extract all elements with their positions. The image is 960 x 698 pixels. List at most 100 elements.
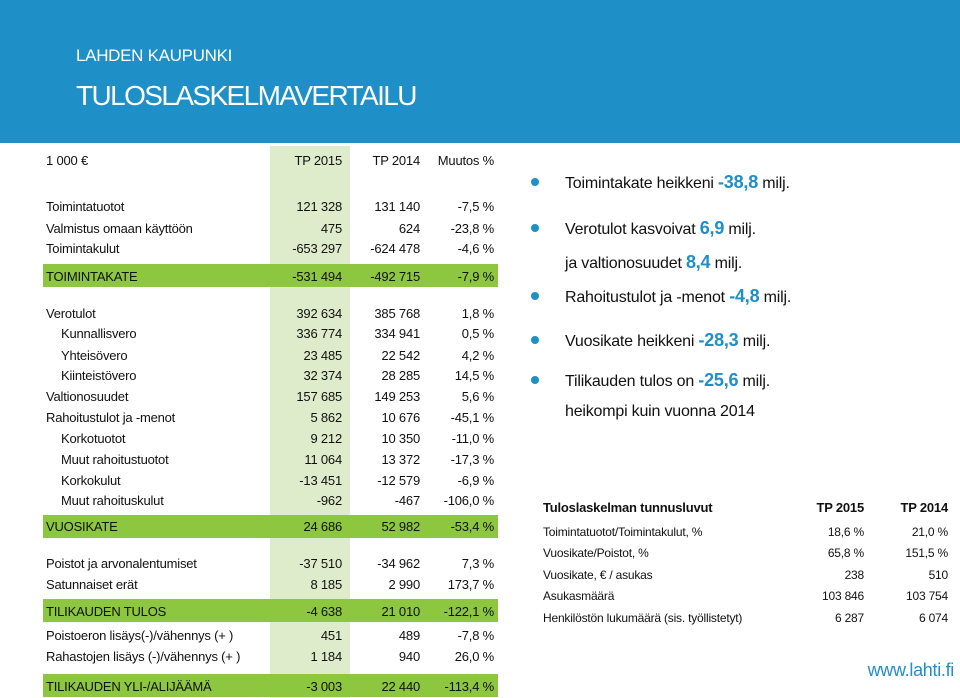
row-value-tp2014: 149 253 [374, 389, 420, 404]
row-value-tp2014: 21 010 [381, 604, 420, 619]
row-value-tp2015: 9 212 [310, 431, 342, 446]
bullet-text: Tilikauden tulos on -25,6 milj. [565, 370, 770, 392]
row-value-tp2015: 451 [320, 628, 342, 643]
row-label: Muut rahoituskulut [61, 493, 164, 508]
bullet-dot-icon [531, 224, 539, 232]
row-value-tp2015: -962 [316, 493, 342, 508]
key-figure-tp2014: 103 754 [906, 589, 948, 603]
row-value-tp2015: 392 634 [296, 306, 342, 321]
row-label: Satunnaiset erät [46, 577, 138, 592]
row-value-change: -45,1 % [450, 410, 495, 425]
bullet-text: Toimintakate heikkeni -38,8 milj. [565, 172, 790, 194]
row-value-tp2015: 336 774 [296, 326, 342, 341]
row-value-change: -7,5 % [457, 199, 495, 214]
bullet-text-post: milj. [710, 255, 743, 272]
row-value-change: 5,6 % [461, 389, 494, 404]
bullet-dot-icon [531, 376, 539, 384]
row-value-tp2014: 385 768 [374, 306, 420, 321]
row-value-tp2014: 22 440 [381, 679, 420, 694]
unit-label: 1 000 € [46, 153, 88, 168]
row-label: Toimintakulut [46, 241, 120, 256]
bullet-text-post: milj. [759, 289, 792, 306]
row-value-tp2014: 131 140 [374, 199, 420, 214]
bullet-text-pre: heikompi kuin vuonna 2014 [565, 403, 755, 420]
bullet-text-post: milj. [738, 373, 771, 390]
row-value-tp2015: 121 328 [296, 199, 342, 214]
bullet-text: Verotulot kasvoivat 6,9 milj. [565, 218, 756, 240]
row-value-change: -53,4 % [450, 519, 495, 534]
row-value-tp2015: 475 [320, 221, 342, 236]
row-label: Poistot ja arvonalentumiset [46, 556, 197, 571]
row-value-tp2014: -467 [394, 493, 420, 508]
row-value-tp2014: 489 [398, 628, 420, 643]
bullet-highlight-value: 6,9 [699, 218, 725, 238]
bullet-highlight-value: 8,4 [685, 252, 711, 272]
row-value-change: 1,8 % [461, 306, 494, 321]
row-value-tp2015: 5 862 [310, 410, 342, 425]
bullet-highlight-value: -25,6 [698, 370, 739, 390]
header-banner: LAHDEN KAUPUNKI TULOSLASKELMAVERTAILU [0, 0, 960, 143]
row-value-tp2014: 13 372 [381, 452, 420, 467]
row-value-tp2014: -492 715 [370, 269, 420, 284]
bullet-text-post: milj. [758, 175, 790, 192]
row-value-change: -11,0 % [451, 431, 495, 446]
row-value-tp2015: 157 685 [296, 389, 342, 404]
key-figure-tp2015: 18,6 % [827, 525, 864, 539]
row-value-tp2015: 8 185 [310, 577, 342, 592]
row-value-change: 14,5 % [454, 368, 494, 383]
row-band-vuosikate [43, 515, 498, 538]
row-value-tp2015: 23 485 [303, 348, 342, 363]
row-value-tp2015: 1 184 [310, 649, 342, 664]
row-value-change: -122,1 % [443, 604, 495, 619]
row-value-tp2014: 10 676 [381, 410, 420, 425]
key-figure-label: Toimintatuotot/Toimintakulut, % [543, 525, 703, 539]
row-value-tp2015: -4 638 [306, 604, 342, 619]
row-label: TOIMINTAKATE [46, 269, 138, 284]
row-label: Poistoeron lisäys(-)/vähennys (+ ) [46, 628, 234, 643]
bullet-text-pre: Rahoitustulot ja -menot [565, 289, 730, 306]
row-value-change: -7,8 % [457, 628, 495, 643]
row-label: TILIKAUDEN TULOS [46, 604, 167, 619]
bullet-highlight-value: -4,8 [729, 286, 760, 306]
row-label: Yhteisövero [61, 348, 128, 363]
row-label: Rahastojen lisäys (-)/vähennys (+ ) [46, 649, 241, 664]
bullet-text-post: milj. [738, 333, 771, 350]
bullet-text: Rahoitustulot ja -menot -4,8 milj. [565, 286, 791, 308]
row-label: Korkokulut [61, 473, 121, 488]
bullet-text-pre: ja valtionosuudet [565, 255, 686, 272]
page-title: TULOSLASKELMAVERTAILU [76, 80, 417, 111]
key-figure-tp2015: 103 846 [822, 589, 864, 603]
row-value-tp2015: -3 003 [306, 679, 342, 694]
row-value-change: 173,7 % [447, 577, 495, 592]
row-value-tp2014: 624 [398, 221, 420, 236]
key-figure-tp2014: 6 074 [918, 611, 948, 625]
row-value-change: -4,6 % [457, 241, 495, 256]
bullet-highlight-value: -38,8 [718, 172, 759, 192]
row-label: Toimintatuotot [46, 199, 125, 214]
row-value-tp2015: -37 510 [299, 556, 342, 571]
key-figures-header-tp2015: TP 2015 [816, 500, 864, 515]
column-header-tp2015: TP 2015 [294, 153, 342, 168]
key-figure-label: Asukasmäärä [543, 589, 615, 603]
column-header-tp2014: TP 2014 [372, 153, 420, 168]
bullet-text: heikompi kuin vuonna 2014 [565, 400, 755, 422]
row-value-change: 0,5 % [461, 326, 494, 341]
row-value-tp2014: -34 962 [377, 556, 420, 571]
bullet-dot-icon [531, 292, 539, 300]
organization-name: LAHDEN KAUPUNKI [76, 46, 233, 65]
row-value-tp2014: 10 350 [381, 431, 420, 446]
row-value-tp2015: -13 451 [299, 473, 342, 488]
bullet-text-pre: Vuosikate heikkeni [565, 333, 699, 350]
key-figure-label: Vuosikate, € / asukas [543, 568, 653, 582]
bullet-dot-icon [531, 178, 539, 186]
bullet-text-post: milj. [724, 221, 756, 238]
row-label: Muut rahoitustuotot [61, 452, 169, 467]
key-figures-header-tp2014: TP 2014 [900, 500, 948, 515]
key-figure-tp2014: 151,5 % [905, 546, 948, 560]
bullet-text-pre: Verotulot kasvoivat [565, 221, 700, 238]
website-link[interactable]: www.lahti.fi [867, 660, 955, 680]
row-band-toimintakate [43, 264, 498, 287]
key-figure-tp2015: 238 [844, 568, 865, 582]
row-label: VUOSIKATE [46, 519, 118, 534]
row-value-tp2014: 2 990 [388, 577, 420, 592]
